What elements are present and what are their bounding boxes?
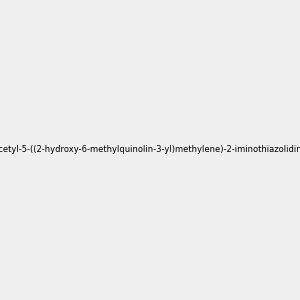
Text: (E)-3-acetyl-5-((2-hydroxy-6-methylquinolin-3-yl)methylene)-2-iminothiazolidin-4: (E)-3-acetyl-5-((2-hydroxy-6-methylquino… bbox=[0, 146, 300, 154]
